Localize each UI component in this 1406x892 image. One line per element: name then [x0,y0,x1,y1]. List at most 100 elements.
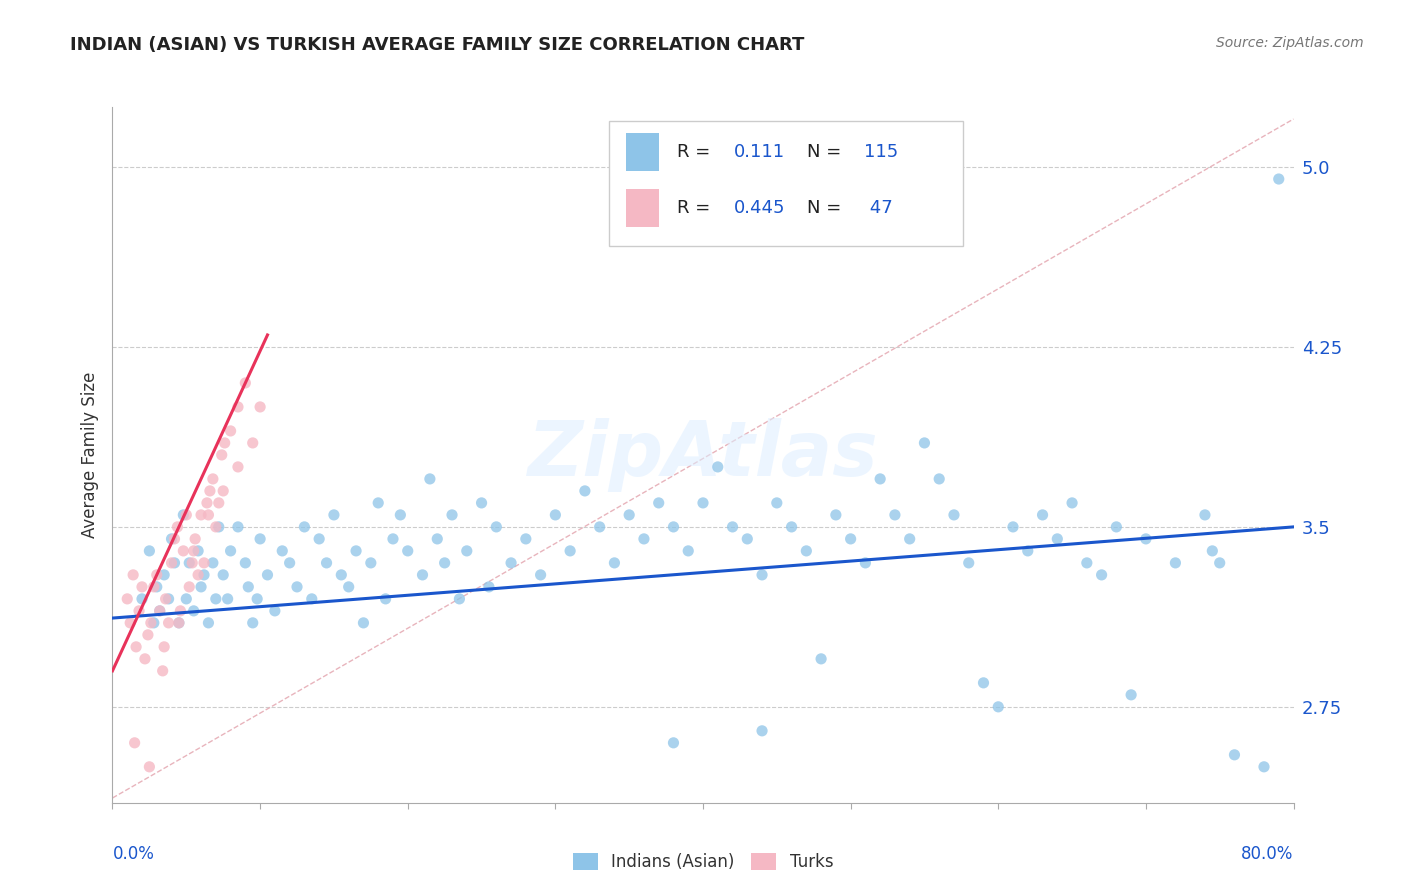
Point [249,532,271,546]
Point [184,532,207,546]
Point [721,520,744,534]
Point [190,508,212,522]
FancyBboxPatch shape [609,121,963,246]
Point [396,544,419,558]
Point [138,544,160,558]
Point [374,591,396,606]
Point [120,615,142,630]
Point [588,520,610,534]
Point [214,436,236,450]
Point [1135,532,1157,546]
Point [198,483,221,498]
Point [238,580,260,594]
Point [131,580,153,594]
Text: 0.0%: 0.0% [112,845,155,863]
Point [163,556,186,570]
Point [344,544,367,558]
Point [153,640,176,654]
Point [157,591,180,606]
Text: INDIAN (ASIAN) VS TURKISH AVERAGE FAMILY SIZE CORRELATION CHART: INDIAN (ASIAN) VS TURKISH AVERAGE FAMILY… [70,36,804,54]
Point [308,532,330,546]
Point [1062,496,1084,510]
Point [869,472,891,486]
Point [205,591,228,606]
Point [824,508,846,522]
Point [898,532,921,546]
Point [249,400,271,414]
Point [678,544,700,558]
Point [914,436,936,450]
Point [419,472,441,486]
Point [174,508,197,522]
Point [157,615,180,630]
Point [139,615,162,630]
Point [433,556,456,570]
Point [179,580,201,594]
Point [692,496,714,510]
Point [226,459,249,474]
Point [160,556,183,570]
Point [142,615,165,630]
Point [117,591,138,606]
Point [751,567,773,582]
Point [149,604,172,618]
Point [193,556,215,570]
Point [367,496,389,510]
Point [1091,567,1114,582]
Point [619,508,641,522]
Text: N =: N = [807,144,846,161]
Point [172,544,194,558]
Point [337,580,360,594]
Point [172,508,194,522]
Point [201,556,224,570]
FancyBboxPatch shape [626,133,659,171]
Point [501,556,523,570]
Text: R =: R = [678,199,716,217]
Point [737,532,759,546]
Point [167,615,190,630]
Point [219,544,242,558]
Point [1201,544,1223,558]
Point [942,508,965,522]
Point [155,591,177,606]
Point [264,604,287,618]
Point [470,496,494,510]
Point [855,556,877,570]
Y-axis label: Average Family Size: Average Family Size [80,372,98,538]
Point [558,544,582,558]
Point [662,520,685,534]
Point [152,664,174,678]
Point [217,591,239,606]
Point [142,580,165,594]
Point [766,496,789,510]
Point [633,532,655,546]
Point [292,520,315,534]
Point [208,496,231,510]
Point [1046,532,1069,546]
Point [839,532,862,546]
Point [146,580,169,594]
Point [449,591,471,606]
Point [208,520,231,534]
Point [128,604,150,618]
Point [205,520,228,534]
Point [181,556,204,570]
Point [1032,508,1054,522]
Point [136,628,159,642]
Point [1253,760,1275,774]
Point [1001,520,1024,534]
Point [242,436,264,450]
Point [179,556,201,570]
Point [1194,508,1216,522]
Point [167,615,190,630]
Text: 115: 115 [863,144,898,161]
Point [278,556,301,570]
Point [197,615,219,630]
Point [149,604,172,618]
Point [195,496,218,510]
Point [166,520,188,534]
Point [146,567,169,582]
Text: 0.111: 0.111 [734,144,785,161]
Point [1105,520,1128,534]
Point [1223,747,1246,762]
